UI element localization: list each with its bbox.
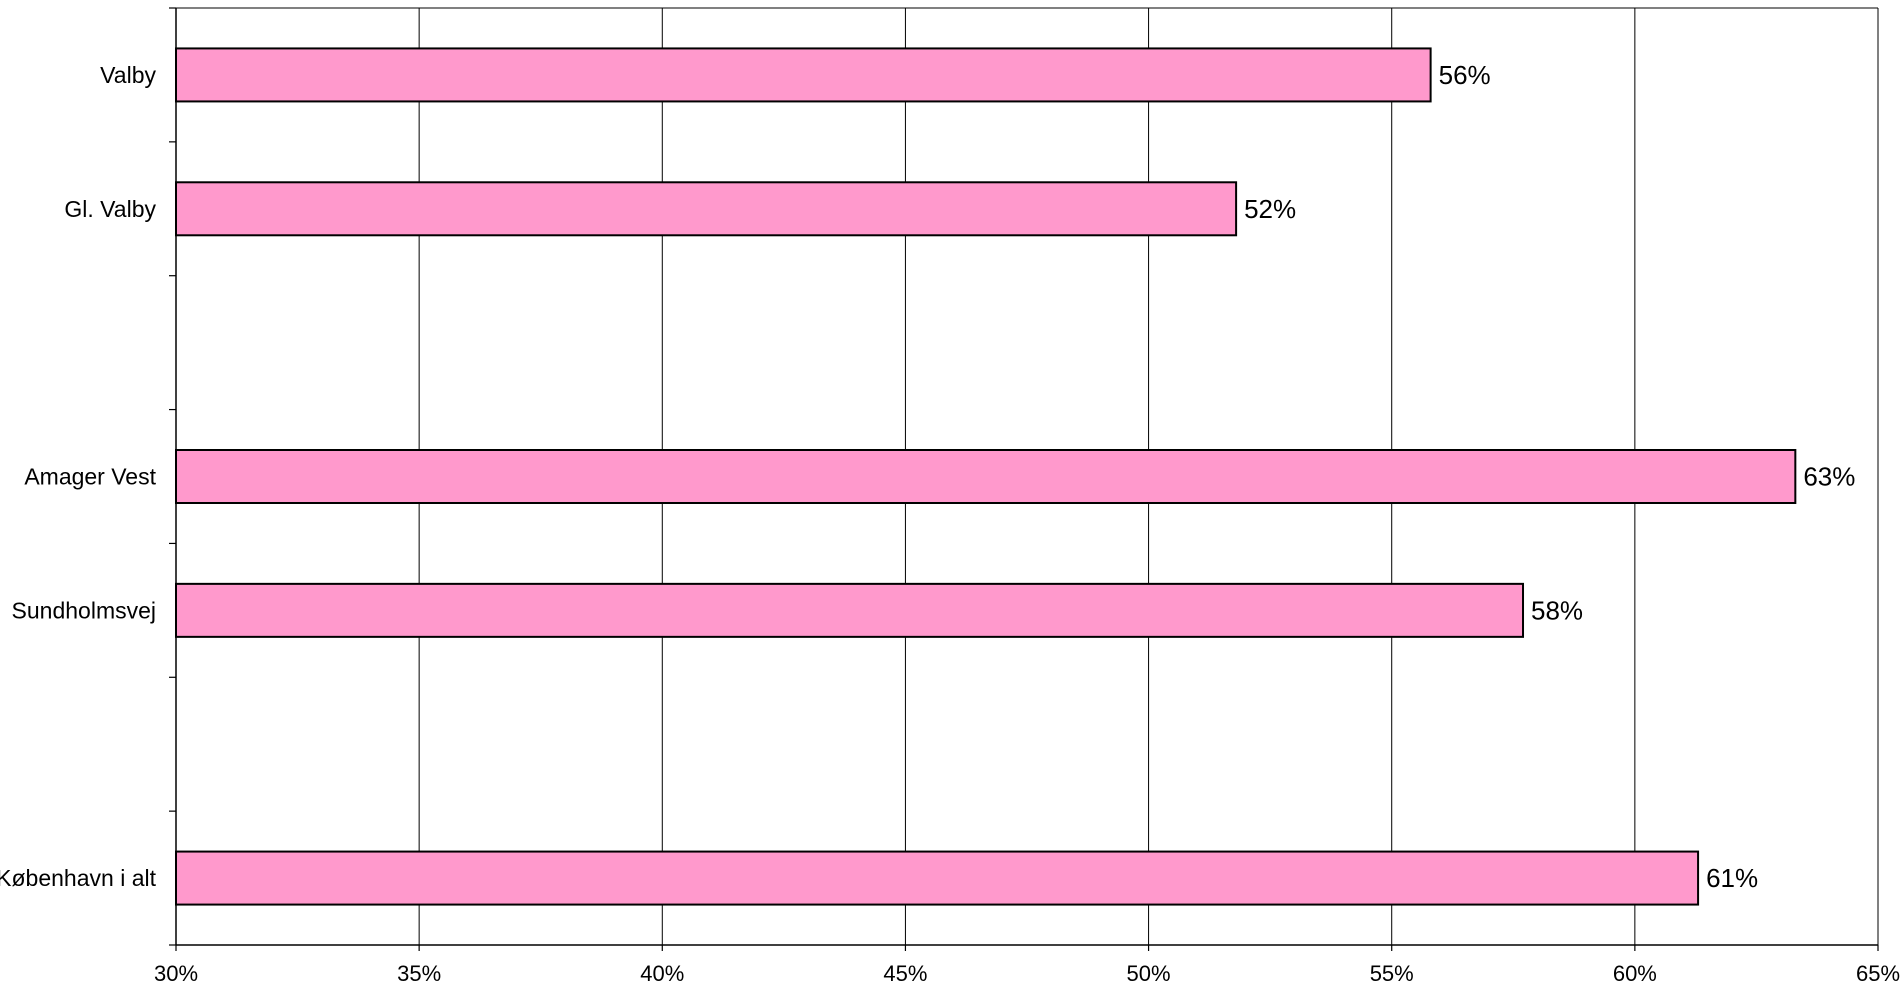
x-tick-label: 55% bbox=[1370, 961, 1414, 986]
x-tick-label: 35% bbox=[397, 961, 441, 986]
data-label: 52% bbox=[1244, 194, 1296, 224]
category-label: Amager Vest bbox=[24, 464, 156, 490]
data-label: 63% bbox=[1803, 462, 1855, 492]
data-label: 61% bbox=[1706, 863, 1758, 893]
data-label: 56% bbox=[1439, 60, 1491, 90]
bar bbox=[175, 582, 1525, 638]
category-label: København i alt bbox=[0, 865, 157, 891]
bar bbox=[175, 181, 1238, 237]
category-label: Sundholmsvej bbox=[12, 597, 156, 623]
data-label: 58% bbox=[1531, 595, 1583, 625]
bar bbox=[175, 449, 1797, 504]
bars bbox=[175, 47, 1797, 906]
x-tick-label: 40% bbox=[640, 961, 684, 986]
bar bbox=[175, 47, 1432, 103]
category-label: Gl. Valby bbox=[64, 196, 156, 222]
x-tick-label: 65% bbox=[1856, 961, 1900, 986]
labels: 30% 35% 40% 45% 50% 55% 60% 65% Valby 56% Gl. Valb… bbox=[0, 60, 1900, 986]
category-label: Valby bbox=[100, 62, 156, 88]
bar bbox=[175, 850, 1700, 906]
x-tick-label: 60% bbox=[1613, 961, 1657, 986]
x-tick-label: 30% bbox=[154, 961, 198, 986]
axes bbox=[169, 7, 1879, 951]
x-tick-label: 45% bbox=[883, 961, 927, 986]
x-tick-label: 50% bbox=[1127, 961, 1171, 986]
